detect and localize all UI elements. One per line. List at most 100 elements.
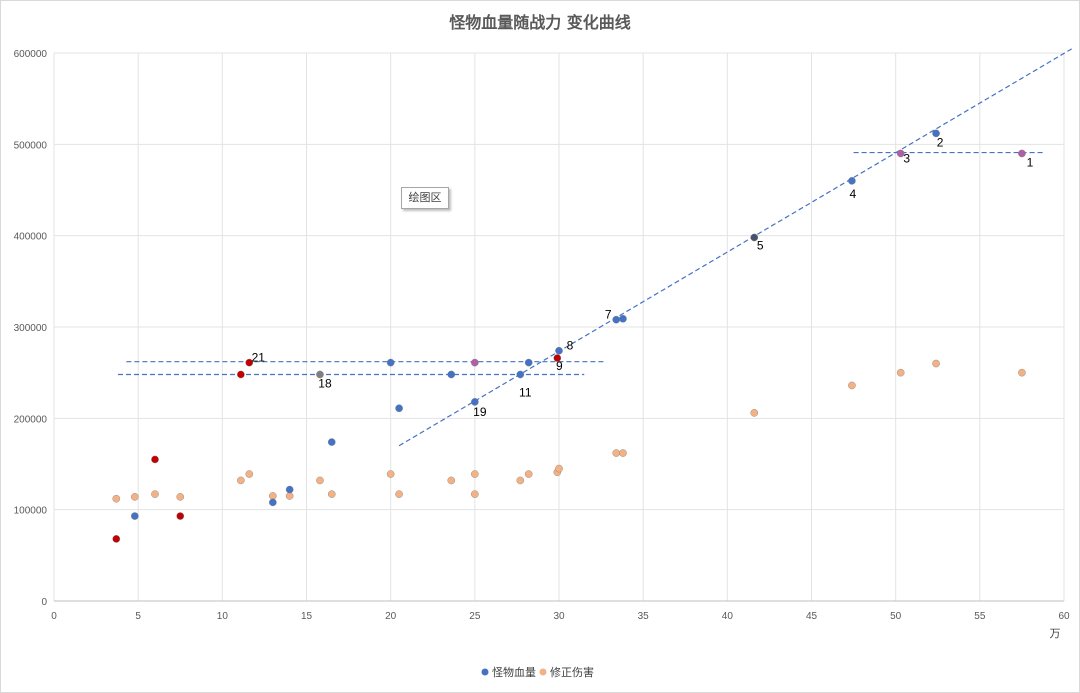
data-label: 4 bbox=[850, 187, 857, 201]
data-point bbox=[316, 476, 324, 485]
data-point bbox=[176, 512, 185, 520]
data-point bbox=[269, 498, 277, 507]
x-tick-label: 20 bbox=[385, 611, 397, 622]
data-point bbox=[750, 409, 759, 417]
data-point bbox=[386, 470, 395, 478]
x-tick-label: 25 bbox=[469, 611, 481, 622]
legend-label: 修正伤害 bbox=[550, 665, 594, 679]
data-point bbox=[112, 494, 121, 503]
data-point bbox=[269, 492, 277, 500]
data-point bbox=[553, 354, 562, 362]
x-tick-label: 10 bbox=[217, 611, 229, 622]
data-point bbox=[524, 470, 533, 478]
data-point bbox=[619, 314, 627, 323]
data-label: 21 bbox=[252, 351, 266, 365]
data-point bbox=[327, 438, 336, 446]
dashed-reference-line bbox=[398, 47, 1073, 447]
data-label: 7 bbox=[605, 308, 612, 322]
data-label: 5 bbox=[757, 238, 764, 252]
plot-area-tooltip: 绘图区 bbox=[401, 187, 449, 209]
x-tick-label: 5 bbox=[135, 611, 141, 622]
x-tick-label: 35 bbox=[638, 611, 650, 622]
data-point bbox=[151, 455, 159, 464]
tick-labels: 0 5 10 15 20 25 30 35 40 45 50 55 600100000200000300… bbox=[14, 49, 1070, 622]
data-point bbox=[516, 370, 525, 379]
point-labels: 1 2 3 4 5 7 89 11 19 18 21 bbox=[252, 135, 1034, 419]
y-tick-label: 300000 bbox=[14, 323, 48, 334]
data-point bbox=[932, 129, 940, 138]
y-tick-label: 0 bbox=[41, 597, 47, 608]
y-tick-label: 500000 bbox=[14, 140, 48, 151]
x-tick-label: 55 bbox=[974, 611, 986, 622]
data-point bbox=[395, 404, 403, 413]
data-point bbox=[896, 368, 905, 377]
y-tick-label: 100000 bbox=[14, 506, 48, 517]
x-tick-label: 50 bbox=[890, 611, 902, 622]
data-label: 2 bbox=[937, 135, 944, 149]
data-point bbox=[237, 370, 245, 379]
data-point bbox=[619, 449, 627, 457]
data-label: 11 bbox=[519, 385, 532, 399]
data-point bbox=[896, 149, 905, 158]
reference-lines bbox=[117, 47, 1073, 447]
data-point bbox=[612, 449, 621, 457]
data-point bbox=[932, 359, 940, 368]
data-label: 9 bbox=[556, 359, 563, 373]
data-point bbox=[471, 470, 479, 478]
x-tick-label: 45 bbox=[806, 611, 818, 622]
data-label: 18 bbox=[318, 376, 332, 390]
data-point bbox=[750, 233, 759, 242]
x-tick-label: 60 bbox=[1058, 611, 1070, 622]
data-point bbox=[516, 476, 525, 485]
x-tick-label: 15 bbox=[301, 611, 313, 622]
data-point bbox=[151, 490, 159, 498]
data-label: 3 bbox=[903, 151, 910, 165]
data-point bbox=[395, 490, 403, 498]
data-point bbox=[327, 490, 336, 498]
data-label: 1 bbox=[1027, 155, 1034, 169]
data-point bbox=[524, 358, 533, 367]
data-point bbox=[285, 485, 294, 494]
grid bbox=[53, 52, 1065, 602]
data-point bbox=[612, 315, 621, 324]
chart-title: 怪物血量随战力 变化曲线 bbox=[449, 13, 631, 32]
y-tick-label: 600000 bbox=[14, 49, 48, 60]
legend: 怪物血量 修正伤害 bbox=[481, 665, 594, 679]
data-point bbox=[130, 512, 139, 520]
data-points bbox=[112, 129, 1026, 543]
data-point bbox=[176, 493, 185, 501]
data-label: 19 bbox=[473, 405, 487, 419]
data-point bbox=[848, 177, 856, 185]
legend-marker bbox=[481, 668, 489, 676]
y-tick-label: 400000 bbox=[14, 232, 48, 243]
data-point bbox=[447, 476, 456, 485]
data-point bbox=[285, 492, 294, 500]
data-label: 8 bbox=[567, 339, 574, 353]
data-point bbox=[130, 493, 139, 501]
data-point bbox=[237, 476, 245, 485]
data-point bbox=[471, 490, 479, 498]
data-point bbox=[112, 535, 121, 543]
x-tick-label: 40 bbox=[722, 611, 734, 622]
y-tick-label: 200000 bbox=[14, 414, 48, 425]
data-point bbox=[471, 398, 479, 406]
x-tick-label: 30 bbox=[553, 611, 565, 622]
legend-label: 怪物血量 bbox=[492, 665, 536, 679]
data-point bbox=[447, 370, 456, 379]
data-point bbox=[555, 464, 563, 473]
data-point bbox=[848, 381, 856, 390]
data-point bbox=[1018, 149, 1026, 158]
data-point bbox=[316, 370, 324, 379]
data-point bbox=[386, 358, 395, 367]
data-point bbox=[555, 346, 563, 355]
data-point bbox=[245, 358, 254, 367]
x-tick-label: 0 bbox=[51, 611, 57, 622]
legend-marker bbox=[539, 668, 547, 676]
data-point bbox=[471, 358, 479, 367]
data-point bbox=[1018, 368, 1026, 377]
x-unit-label: 万 bbox=[1050, 627, 1061, 640]
data-point bbox=[245, 470, 254, 478]
